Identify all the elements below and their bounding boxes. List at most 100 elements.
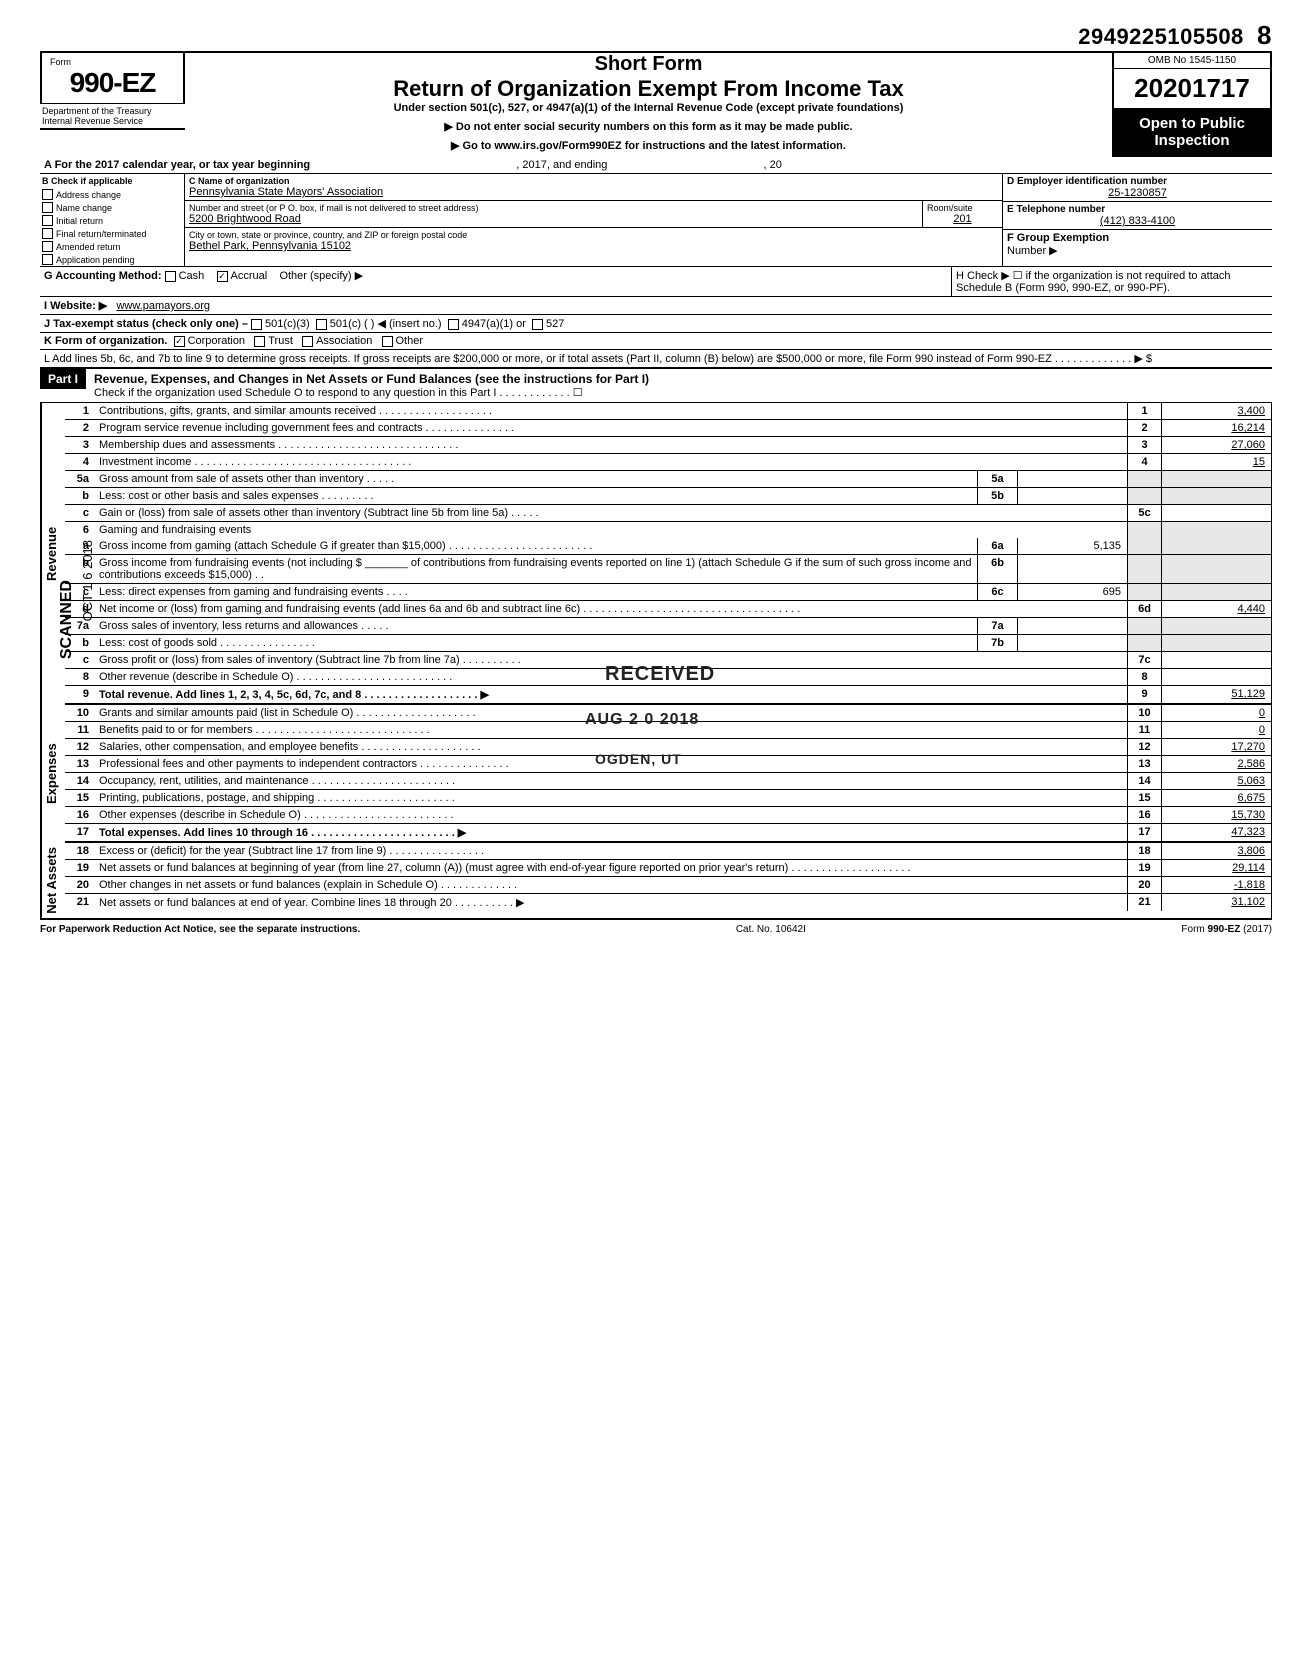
ln12-val: 17,270 (1161, 739, 1271, 755)
ln15-col: 15 (1127, 790, 1161, 806)
ln4-col: 4 (1127, 454, 1161, 470)
ln8-col: 8 (1127, 669, 1161, 685)
ln2-val: 16,214 (1161, 420, 1271, 436)
line-l: L Add lines 5b, 6c, and 7b to line 9 to … (40, 350, 1272, 367)
check-527[interactable] (532, 319, 543, 330)
line-a-label: A For the 2017 calendar year, or tax yea… (44, 159, 310, 171)
ln5b-desc: Less: cost or other basis and sales expe… (95, 488, 977, 504)
check-pending[interactable]: Application pending (40, 253, 184, 266)
ln8-num: 8 (65, 669, 95, 685)
check-501c[interactable] (316, 319, 327, 330)
ln2-col: 2 (1127, 420, 1161, 436)
ln7a-sc: 7a (977, 618, 1017, 634)
date-stamp-side: OCT 1 6 2018 (80, 540, 95, 621)
dln-number: 2949225105508 8 (1078, 20, 1272, 51)
ln7b-shadev (1161, 635, 1271, 651)
ln1-num: 1 (65, 403, 95, 419)
ln5a-num: 5a (65, 471, 95, 487)
ln5a-shade (1127, 471, 1161, 487)
omb-number: OMB No 1545-1150 (1114, 53, 1270, 69)
line-b-label: B Check if applicable (40, 174, 184, 188)
ln19-col: 19 (1127, 860, 1161, 876)
ln10-val: 0 (1161, 705, 1271, 721)
ein: 25-1230857 (1007, 187, 1268, 199)
ln14-col: 14 (1127, 773, 1161, 789)
tax-year: 20201717 (1114, 69, 1270, 109)
ln21-desc: Net assets or fund balances at end of ye… (95, 894, 1127, 911)
check-amended[interactable]: Amended return (40, 240, 184, 253)
ln19-num: 19 (65, 860, 95, 876)
ln7c-val (1161, 652, 1271, 668)
line-h: H Check ▶ ☐ if the organization is not r… (956, 270, 1231, 294)
ln5c-val (1161, 505, 1271, 521)
ln17-num: 17 (65, 824, 95, 841)
received-stamp: RECEIVED (605, 663, 715, 686)
street-label: Number and street (or P O. box, if mail … (189, 203, 918, 213)
ln1-val: 3,400 (1161, 403, 1271, 419)
ln16-desc: Other expenses (describe in Schedule O) … (95, 807, 1127, 823)
line-f-number: Number ▶ (1007, 245, 1058, 257)
ln14-desc: Occupancy, rent, utilities, and maintena… (95, 773, 1127, 789)
ln6-shadev (1161, 522, 1271, 538)
line-i-label: I Website: ▶ (44, 300, 107, 312)
check-assoc[interactable] (302, 336, 313, 347)
street: 5200 Brightwood Road (189, 213, 918, 225)
ln6-shade (1127, 522, 1161, 538)
check-name-change[interactable]: Name change (40, 201, 184, 214)
phone: (412) 833-4100 (1007, 215, 1268, 227)
ln17-desc: Total expenses. Add lines 10 through 16 … (95, 824, 1127, 841)
check-address-change[interactable]: Address change (40, 188, 184, 201)
check-trust[interactable] (254, 336, 265, 347)
check-501c3[interactable] (251, 319, 262, 330)
main-title: Return of Organization Exempt From Incom… (195, 76, 1102, 102)
ln16-num: 16 (65, 807, 95, 823)
city-label: City or town, state or province, country… (189, 230, 998, 240)
check-final-return[interactable]: Final return/terminated (40, 227, 184, 240)
ln4-val: 15 (1161, 454, 1271, 470)
ln18-desc: Excess or (deficit) for the year (Subtra… (95, 843, 1127, 859)
check-initial-return[interactable]: Initial return (40, 214, 184, 227)
instr-url: ▶ Go to www.irs.gov/Form990EZ for instru… (195, 139, 1102, 152)
ln7c-col: 7c (1127, 652, 1161, 668)
ln6c-desc: Less: direct expenses from gaming and fu… (95, 584, 977, 600)
ln18-val: 3,806 (1161, 843, 1271, 859)
ln6a-shadev (1161, 538, 1271, 554)
ln13-col: 13 (1127, 756, 1161, 772)
ln13-val: 2,586 (1161, 756, 1271, 772)
ln1-col: 1 (1127, 403, 1161, 419)
ln5a-sv (1017, 471, 1127, 487)
ln15-val: 6,675 (1161, 790, 1271, 806)
footer-right: Form 990-EZ (2017) (1181, 924, 1272, 935)
ln21-num: 21 (65, 894, 95, 911)
ln7b-desc: Less: cost of goods sold . . . . . . . .… (95, 635, 977, 651)
ln5c-num: c (65, 505, 95, 521)
ln5a-shadev (1161, 471, 1271, 487)
check-accrual[interactable]: ✓ (217, 271, 228, 282)
ln4-num: 4 (65, 454, 95, 470)
opt-501c: 501(c) ( (330, 318, 368, 330)
ln12-num: 12 (65, 739, 95, 755)
opt-4947: 4947(a)(1) or (462, 318, 526, 330)
opt-501c3: 501(c)(3) (265, 318, 310, 330)
ln6c-shadev (1161, 584, 1271, 600)
line-f-label: F Group Exemption (1007, 232, 1109, 244)
opt-trust: Trust (268, 335, 293, 347)
short-form-title: Short Form (195, 53, 1102, 76)
aug-stamp: AUG 2 0 2018 (585, 711, 699, 729)
check-corp[interactable]: ✓ (174, 336, 185, 347)
ln4-desc: Investment income . . . . . . . . . . . … (95, 454, 1127, 470)
ln19-desc: Net assets or fund balances at beginning… (95, 860, 1127, 876)
ln7b-sc: 7b (977, 635, 1017, 651)
ln6b-sv (1017, 555, 1127, 583)
ln6c-sc: 6c (977, 584, 1017, 600)
check-cash[interactable] (165, 271, 176, 282)
check-4947[interactable] (448, 319, 459, 330)
ln2-num: 2 (65, 420, 95, 436)
ln2-desc: Program service revenue including govern… (95, 420, 1127, 436)
ln5c-desc: Gain or (loss) from sale of assets other… (95, 505, 1127, 521)
check-other-org[interactable] (382, 336, 393, 347)
ln5a-desc: Gross amount from sale of assets other t… (95, 471, 977, 487)
ln6d-val: 4,440 (1161, 601, 1271, 617)
ln7a-shade (1127, 618, 1161, 634)
part1-header: Part I (40, 369, 86, 389)
